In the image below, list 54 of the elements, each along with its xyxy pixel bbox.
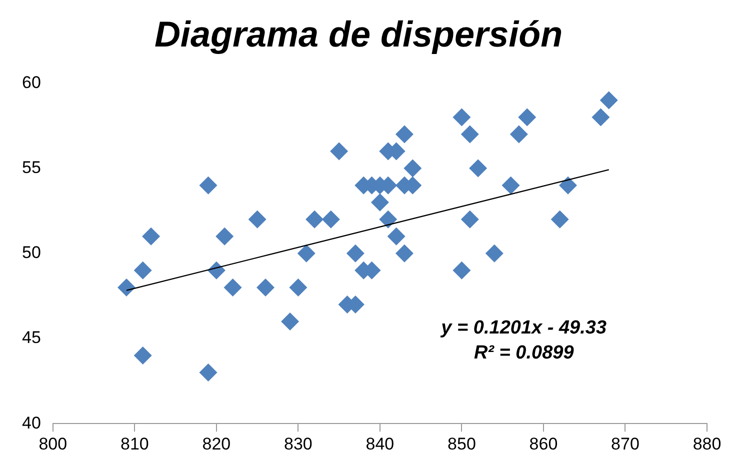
point	[248, 210, 266, 228]
point	[387, 227, 406, 246]
point	[469, 159, 488, 178]
point	[550, 210, 569, 228]
y-tick-label: 45	[22, 328, 41, 348]
x-tick-label: 860	[529, 434, 558, 454]
point	[199, 364, 218, 382]
chart-title: Diagrama de dispersión	[154, 14, 563, 55]
point	[306, 210, 324, 228]
point	[404, 159, 422, 178]
x-tick-label: 870	[611, 434, 640, 454]
y-tick-label: 60	[22, 72, 41, 92]
point	[322, 210, 340, 228]
x-tick-label: 850	[448, 434, 476, 454]
point	[502, 176, 520, 194]
point	[370, 193, 389, 212]
point	[216, 227, 234, 246]
point	[142, 227, 160, 246]
point	[224, 278, 242, 296]
x-tick-label: 800	[38, 434, 68, 454]
x-tick-label: 830	[284, 434, 312, 454]
point	[460, 210, 479, 228]
point	[297, 244, 316, 262]
point	[256, 278, 274, 296]
point	[510, 125, 528, 144]
point	[395, 125, 414, 144]
point	[518, 108, 536, 126]
point	[452, 261, 471, 280]
point	[592, 108, 610, 126]
point	[134, 261, 152, 280]
point	[117, 278, 136, 296]
x-tick-label: 840	[366, 434, 394, 454]
point	[207, 261, 226, 280]
y-tick-label: 50	[22, 243, 41, 262]
annotation: R² = 0.0899	[474, 342, 574, 364]
y-tick-label: 40	[22, 413, 41, 432]
point	[452, 108, 471, 126]
x-tick-label: 820	[202, 434, 231, 454]
point	[559, 176, 578, 194]
point	[289, 278, 308, 296]
point	[346, 244, 364, 262]
point	[460, 125, 479, 144]
point	[330, 142, 348, 160]
point	[395, 244, 414, 262]
annotation: y = 0.1201x - 49.33	[440, 318, 607, 339]
x-tick-label: 880	[692, 434, 722, 454]
x-tick-label: 810	[120, 434, 149, 454]
point	[379, 210, 398, 228]
point	[134, 346, 152, 365]
y-tick-label: 55	[22, 158, 41, 177]
point	[199, 176, 218, 194]
point	[600, 91, 618, 110]
point	[281, 312, 300, 330]
point	[485, 244, 504, 262]
